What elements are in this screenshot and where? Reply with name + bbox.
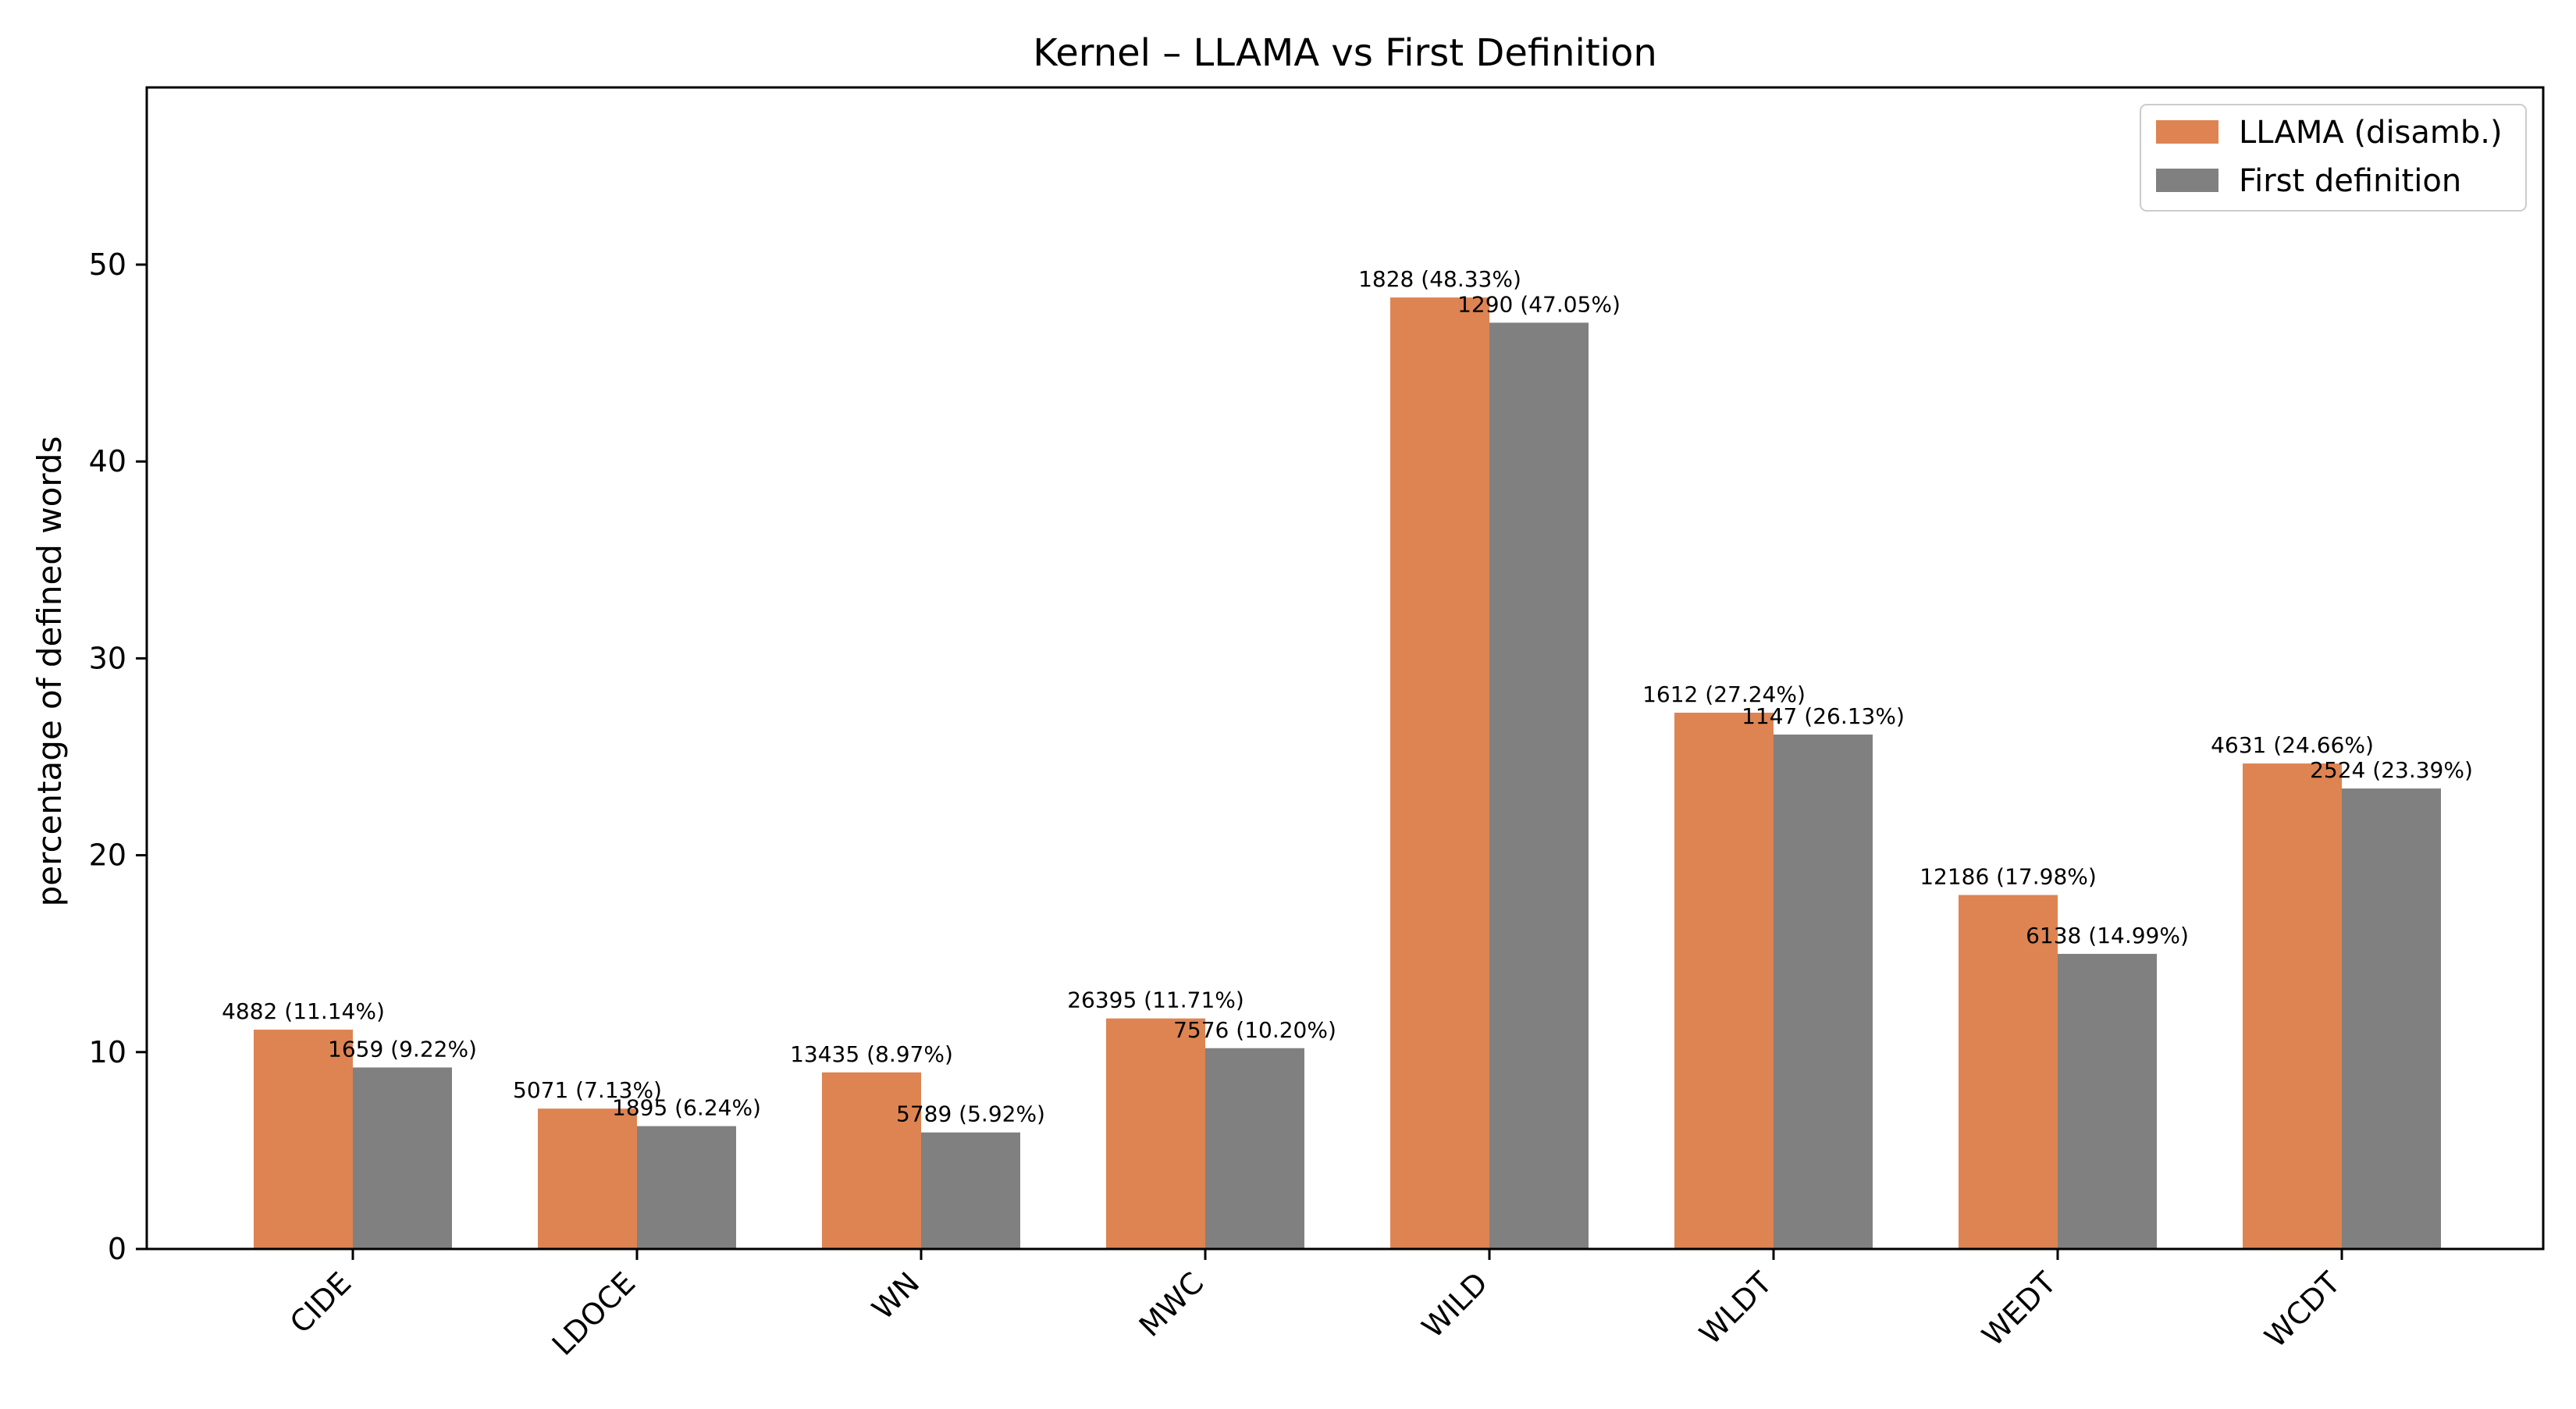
bar-llama-cide bbox=[254, 1030, 353, 1249]
y-tick-label: 20 bbox=[89, 838, 126, 873]
data-label-llama-ldoce: 5071 (7.13%) bbox=[513, 1077, 662, 1103]
data-label-first-definition-wn: 5789 (5.92%) bbox=[896, 1101, 1045, 1127]
bar-llama-wedt bbox=[1959, 895, 2058, 1249]
data-label-first-definition-wcdt: 2524 (23.39%) bbox=[2310, 757, 2473, 783]
data-label-first-definition-wldt: 1147 (26.13%) bbox=[1742, 703, 1905, 729]
data-label-first-definition-wedt: 6138 (14.99%) bbox=[2026, 923, 2189, 948]
data-label-llama-wldt: 1612 (27.24%) bbox=[1642, 681, 1806, 707]
y-tick-label: 50 bbox=[89, 247, 126, 282]
bar-first-definition-wn bbox=[921, 1132, 1020, 1249]
data-label-llama-wcdt: 4631 (24.66%) bbox=[2211, 732, 2374, 758]
legend-swatch-first-definition bbox=[2156, 169, 2218, 192]
data-label-first-definition-ldoce: 1895 (6.24%) bbox=[612, 1095, 761, 1121]
bar-llama-wldt bbox=[1674, 712, 1774, 1249]
y-tick-label: 30 bbox=[89, 641, 126, 675]
bar-llama-mwc bbox=[1106, 1018, 1205, 1249]
data-label-llama-wild: 1828 (48.33%) bbox=[1358, 266, 1521, 292]
data-label-first-definition-wild: 1290 (47.05%) bbox=[1457, 291, 1621, 317]
bar-first-definition-cide bbox=[353, 1067, 452, 1249]
bars-layer bbox=[254, 297, 2441, 1249]
chart-title: Kernel – LLAMA vs First Definition bbox=[1033, 31, 1657, 75]
bar-first-definition-wldt bbox=[1774, 734, 1873, 1249]
y-tick-label: 0 bbox=[108, 1232, 126, 1266]
data-label-first-definition-mwc: 7576 (10.20%) bbox=[1173, 1017, 1336, 1043]
bar-first-definition-wedt bbox=[2058, 953, 2157, 1249]
bar-llama-wcdt bbox=[2243, 763, 2342, 1249]
data-labels-layer: 4882 (11.14%) 1659 (9.22%) 5071 (7.13%)189… bbox=[222, 266, 2473, 1127]
data-label-llama-wn: 13435 (8.97%) bbox=[790, 1041, 953, 1067]
bar-first-definition-mwc bbox=[1205, 1048, 1304, 1249]
data-label-llama-cide: 4882 (11.14%) bbox=[222, 998, 385, 1024]
legend-swatch-llama bbox=[2156, 120, 2218, 144]
bar-llama-ldoce bbox=[538, 1108, 637, 1249]
y-axis: 0 10 20 30 40 50 bbox=[89, 247, 147, 1266]
legend-label-first-definition: First definition bbox=[2239, 163, 2461, 199]
bar-llama-wild bbox=[1390, 297, 1489, 1249]
plot-frame bbox=[145, 86, 2545, 1251]
legend-box bbox=[2140, 104, 2527, 212]
bar-first-definition-ldoce bbox=[637, 1126, 736, 1249]
y-axis-label: percentage of defined words bbox=[30, 436, 69, 907]
bar-first-definition-wcdt bbox=[2342, 788, 2441, 1249]
data-label-llama-wedt: 12186 (17.98%) bbox=[1920, 864, 2097, 890]
bar-llama-wn bbox=[822, 1072, 921, 1249]
bar-first-definition-wild bbox=[1489, 322, 1589, 1249]
legend: LLAMA (disamb.) First definition bbox=[2140, 104, 2527, 212]
y-tick-label: 10 bbox=[89, 1035, 126, 1069]
data-label-first-definition-cide: 1659 (9.22%) bbox=[328, 1036, 477, 1062]
y-tick-label: 40 bbox=[89, 444, 126, 479]
legend-label-llama: LLAMA (disamb.) bbox=[2239, 115, 2503, 151]
data-label-llama-mwc: 26395 (11.71%) bbox=[1067, 987, 1244, 1013]
